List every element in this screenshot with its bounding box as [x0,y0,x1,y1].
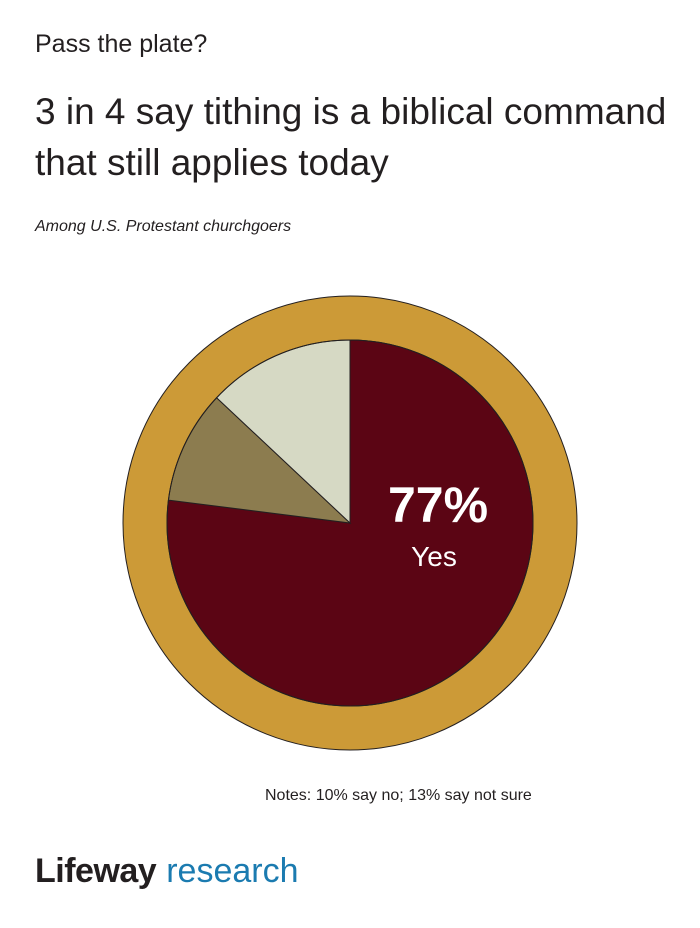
kicker-text: Pass the plate? [35,30,208,58]
lifeway-research-logo[interactable]: Lifeway research [35,852,299,891]
subtitle: Among U.S. Protestant churchgoers [35,218,292,235]
pie-inner-outline [166,339,534,707]
headline: 3 in 4 say tithing is a biblical command… [35,91,667,183]
notes-text: Notes: 10% say no; 13% say not sure [265,787,532,804]
logo-sub: research [166,852,299,890]
logo-brand: Lifeway [35,852,157,890]
data-label-yes-value: 77% [388,477,488,533]
pie-slices [166,339,534,707]
data-label-yes-name: Yes [411,541,457,572]
